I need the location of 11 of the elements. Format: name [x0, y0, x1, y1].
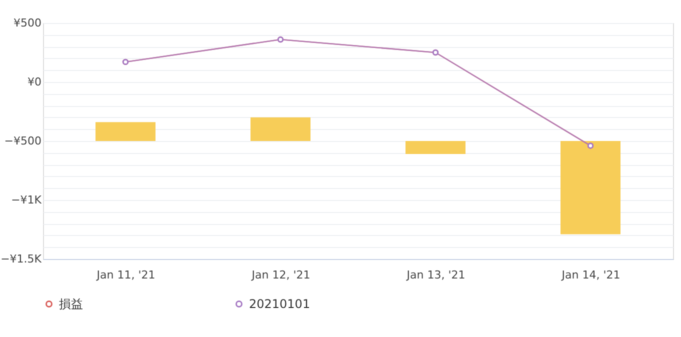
x-tick-label: Jan 11, '21 [96, 268, 156, 282]
y-tick-label: ¥0 [28, 76, 42, 88]
x-tick-label: Jan 13, '21 [406, 268, 466, 282]
legend-label: 20210101 [249, 297, 310, 311]
y-tick-label: −¥500 [4, 134, 42, 148]
x-tick-label: Jan 14, '21 [560, 268, 620, 282]
y-tick-label: −¥1.5K [0, 252, 42, 266]
y-tick-label: −¥1K [11, 194, 42, 206]
x-tick-label: Jan 12, '21 [250, 268, 310, 282]
legend-label: 損益 [59, 297, 83, 311]
y-tick-label: ¥500 [14, 16, 42, 30]
